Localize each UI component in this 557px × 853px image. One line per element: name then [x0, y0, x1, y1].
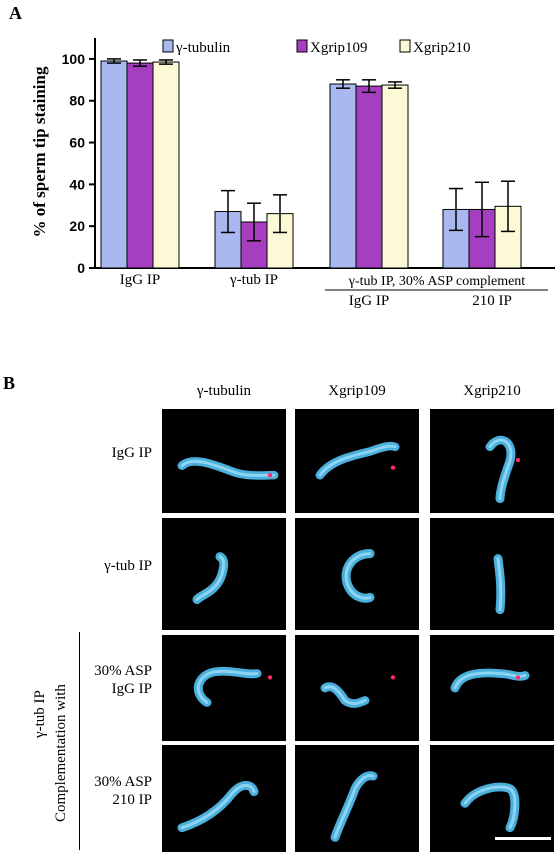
column-header: Xgrip109 — [328, 383, 386, 399]
sperm-highlight — [496, 557, 503, 612]
tip-stain — [267, 675, 273, 680]
row-label: γ-tub IP — [70, 557, 152, 575]
legend: γ-tubulin Xgrip109 Xgrip210 — [162, 39, 471, 56]
legend-swatch — [162, 39, 174, 53]
sperm-highlight — [333, 774, 375, 839]
panel-b-label: B — [3, 373, 16, 393]
y-tick-label: 60 — [69, 135, 85, 151]
bar-chart: % of sperm tip staining 0 20 40 60 80 100 γ-t… — [30, 38, 555, 309]
bar — [100, 60, 128, 269]
sperm-image — [341, 549, 375, 603]
sperm-image — [460, 782, 520, 833]
row-label-line: 30% ASP — [94, 773, 152, 790]
y-tick-label: 0 — [77, 260, 85, 276]
sperm-image — [320, 675, 396, 708]
sperm-highlight — [180, 459, 276, 477]
sperm-highlight — [318, 444, 397, 477]
sperm-image — [450, 668, 530, 693]
sperm-nucleus — [460, 782, 520, 833]
sperm-image — [177, 457, 279, 480]
micrograph-cell — [295, 745, 419, 852]
column-header: Xgrip210 — [463, 383, 521, 399]
axes: 0 20 40 60 80 100 — [62, 38, 555, 276]
panel-a-label: A — [9, 3, 22, 23]
micrograph-cell — [430, 635, 554, 741]
x-category-label: IgG IP — [120, 272, 160, 288]
bracket-line — [79, 632, 80, 850]
bars — [100, 58, 522, 269]
tip-stain — [515, 675, 521, 680]
sperm-image — [177, 781, 259, 833]
sperm-highlight — [195, 555, 226, 601]
y-tick-label: 80 — [69, 93, 85, 109]
micrograph-cell — [162, 635, 286, 741]
micrograph-cell — [430, 518, 554, 630]
micrograph-cell — [162, 518, 286, 630]
micrograph-cell — [162, 745, 286, 852]
y-tick-label: 40 — [69, 176, 85, 192]
micrograph-cell — [430, 409, 554, 513]
legend-label: γ-tubulin — [175, 40, 231, 56]
column-header: γ-tubulin — [196, 383, 252, 399]
legend-label: Xgrip210 — [413, 40, 471, 56]
x-category-label: 210 IP — [472, 293, 512, 309]
legend-swatch — [296, 39, 308, 53]
y-axis-label: % of sperm tip staining — [30, 66, 49, 237]
bar — [126, 62, 154, 269]
row-label: 30% ASP IgG IP — [70, 662, 152, 698]
sperm-highlight — [323, 685, 367, 706]
micrograph-cell — [295, 409, 419, 513]
sperm-image — [192, 552, 229, 605]
row-label: IgG IP — [70, 444, 152, 462]
micrograph-cell — [430, 745, 554, 852]
x-category-label: γ-tub IP — [229, 272, 278, 288]
sperm-image — [485, 435, 521, 504]
sperm-highlight — [488, 438, 513, 501]
row-label-line: γ-tub IP — [104, 558, 152, 574]
legend-label: Xgrip109 — [310, 40, 368, 56]
row-label-line: 210 IP — [112, 791, 152, 808]
sperm-highlight — [344, 552, 372, 600]
x-category-label: IgG IP — [349, 293, 389, 309]
row-label-line: IgG IP — [111, 445, 152, 461]
tip-stain — [390, 465, 396, 470]
x-axis-labels: IgG IP γ-tub IP γ-tub IP, 30% ASP compleme… — [120, 272, 548, 309]
bar — [329, 83, 357, 269]
tip-stain — [267, 473, 273, 478]
scale-bar — [495, 837, 551, 840]
sperm-highlight — [463, 785, 517, 830]
micrograph-cell — [295, 518, 419, 630]
x-group-header: γ-tub IP, 30% ASP complement — [348, 274, 525, 289]
sperm-nucleus — [315, 441, 400, 480]
bar — [381, 84, 409, 269]
row-label-line: IgG IP — [111, 681, 152, 697]
tip-stain — [515, 457, 521, 463]
sperm-image — [193, 666, 273, 707]
sperm-image — [315, 441, 400, 480]
bar — [355, 85, 383, 269]
bar — [152, 61, 180, 269]
sperm-highlight — [180, 783, 256, 830]
y-tick-label: 20 — [69, 218, 85, 234]
legend-swatch — [399, 39, 411, 53]
micrograph-cell — [295, 635, 419, 741]
y-tick-label: 100 — [62, 51, 86, 67]
sperm-image — [330, 771, 378, 842]
side-label-ip: γ-tub IP — [32, 690, 48, 738]
sperm-nucleus — [330, 771, 378, 842]
sperm-image — [493, 554, 506, 615]
micrograph-cell — [162, 409, 286, 513]
sperm-highlight — [196, 669, 259, 704]
side-label-complementation: Complementation with — [53, 684, 69, 822]
row-label: 30% ASP 210 IP — [70, 773, 152, 809]
row-label-line: 30% ASP — [94, 663, 152, 679]
tip-stain — [390, 675, 396, 680]
